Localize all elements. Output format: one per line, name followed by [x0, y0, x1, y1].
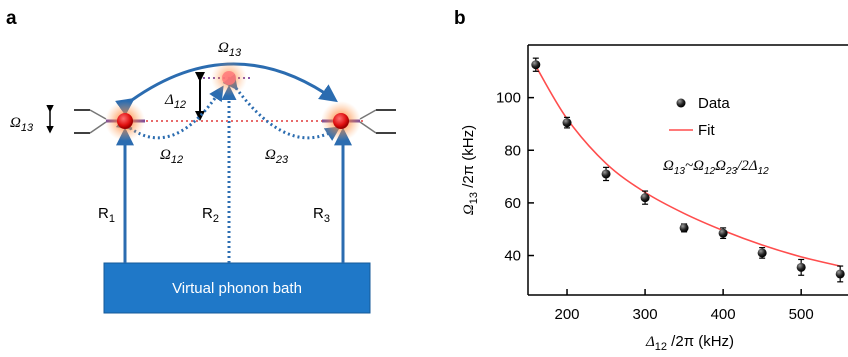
x-tick-label: 400	[711, 306, 736, 323]
r3-label: R3	[313, 205, 330, 225]
data-point	[562, 118, 572, 128]
coupling-23-arc	[222, 73, 341, 141]
phonon-bath-label: Virtual phonon bath	[172, 280, 302, 297]
data-points	[531, 57, 845, 283]
atom-3	[333, 113, 349, 129]
data-point	[679, 223, 689, 233]
formula: Ω13~Ω12Ω23/2Δ12	[663, 158, 769, 177]
phonon-bath-box	[103, 262, 371, 314]
panel-b: b 40 60 80 100 200 300 400 500 Data Fit Ω13~Ω1…	[454, 8, 848, 353]
r2-label: R2	[202, 205, 219, 225]
legend-data-label: Data	[698, 95, 730, 112]
x-tick-label: 200	[555, 306, 580, 323]
data-point	[796, 262, 806, 272]
right-funnel	[359, 109, 377, 134]
coupling-12-label: Ω12	[160, 147, 183, 166]
coupling-12-arc	[115, 85, 224, 140]
y-ticks: 40 60 80 100	[496, 90, 534, 265]
x-ticks: 200 300 400 500	[555, 289, 814, 323]
fit-line	[535, 65, 841, 267]
legend-fit-label: Fit	[698, 122, 715, 139]
data-point	[531, 60, 541, 70]
y-tick-label: 60	[504, 195, 521, 212]
legend-data-marker	[676, 98, 686, 108]
data-point	[601, 169, 611, 179]
y-axis-title: Ω13 /2π (kHz)	[460, 125, 480, 215]
r1-label: R1	[98, 205, 115, 225]
panel-a-label: a	[6, 8, 17, 29]
panel-b-label: b	[454, 8, 466, 29]
x-tick-label: 300	[633, 306, 658, 323]
data-point	[718, 228, 728, 238]
x-axis-title: Δ12 /2π (kHz)	[645, 333, 734, 353]
top-coupling-label: Ω13	[218, 40, 242, 59]
legend: Data Fit	[669, 95, 730, 139]
left-coupling-label: Ω13	[10, 115, 34, 134]
x-tick-label: 500	[789, 306, 814, 323]
virtual-atom	[222, 71, 236, 85]
atom-1	[117, 113, 133, 129]
coupling-23-label: Ω23	[265, 147, 289, 166]
data-point	[835, 269, 845, 279]
left-funnel	[89, 109, 107, 134]
panel-a: a Virtual phonon bath R1 R2 R3 Ω13 Δ12 Ω…	[6, 8, 396, 314]
detuning-label: Δ12	[164, 92, 186, 111]
y-tick-label: 80	[504, 142, 521, 159]
y-tick-label: 40	[504, 248, 521, 265]
data-point	[640, 193, 650, 203]
data-point	[757, 248, 767, 258]
y-tick-label: 100	[496, 90, 521, 107]
